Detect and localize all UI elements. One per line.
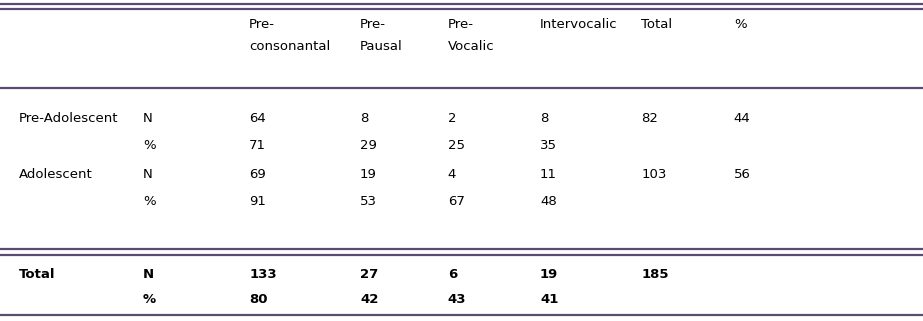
Text: 71: 71 bbox=[249, 139, 266, 152]
Text: Pre-: Pre- bbox=[448, 18, 473, 31]
Text: 19: 19 bbox=[360, 168, 377, 181]
Text: Total: Total bbox=[18, 268, 55, 281]
Text: 43: 43 bbox=[448, 293, 466, 306]
Text: 67: 67 bbox=[448, 195, 464, 208]
Text: Adolescent: Adolescent bbox=[18, 168, 92, 181]
Text: Total: Total bbox=[641, 18, 673, 31]
Text: 133: 133 bbox=[249, 268, 277, 281]
Text: 80: 80 bbox=[249, 293, 268, 306]
Text: Vocalic: Vocalic bbox=[448, 40, 495, 53]
Text: Pausal: Pausal bbox=[360, 40, 402, 53]
Text: 8: 8 bbox=[360, 112, 368, 125]
Text: 56: 56 bbox=[734, 168, 750, 181]
Text: 8: 8 bbox=[540, 112, 548, 125]
Text: N: N bbox=[143, 168, 153, 181]
Text: %: % bbox=[143, 139, 156, 152]
Text: 6: 6 bbox=[448, 268, 457, 281]
Text: 27: 27 bbox=[360, 268, 378, 281]
Text: 11: 11 bbox=[540, 168, 557, 181]
Text: N: N bbox=[143, 112, 153, 125]
Text: 4: 4 bbox=[448, 168, 456, 181]
Text: 53: 53 bbox=[360, 195, 377, 208]
Text: consonantal: consonantal bbox=[249, 40, 330, 53]
Text: 69: 69 bbox=[249, 168, 266, 181]
Text: 64: 64 bbox=[249, 112, 266, 125]
Text: %: % bbox=[143, 195, 156, 208]
Text: 42: 42 bbox=[360, 293, 378, 306]
Text: 41: 41 bbox=[540, 293, 558, 306]
Text: 185: 185 bbox=[641, 268, 669, 281]
Text: %: % bbox=[734, 18, 747, 31]
Text: 82: 82 bbox=[641, 112, 658, 125]
Text: N: N bbox=[143, 268, 154, 281]
Text: 35: 35 bbox=[540, 139, 557, 152]
Text: Pre-: Pre- bbox=[360, 18, 386, 31]
Text: 48: 48 bbox=[540, 195, 557, 208]
Text: 91: 91 bbox=[249, 195, 266, 208]
Text: Pre-Adolescent: Pre-Adolescent bbox=[18, 112, 118, 125]
Text: Intervocalic: Intervocalic bbox=[540, 18, 617, 31]
Text: 29: 29 bbox=[360, 139, 377, 152]
Text: 19: 19 bbox=[540, 268, 558, 281]
Text: 2: 2 bbox=[448, 112, 456, 125]
Text: Pre-: Pre- bbox=[249, 18, 275, 31]
Text: 103: 103 bbox=[641, 168, 666, 181]
Text: 44: 44 bbox=[734, 112, 750, 125]
Text: 25: 25 bbox=[448, 139, 464, 152]
Text: %: % bbox=[143, 293, 156, 306]
